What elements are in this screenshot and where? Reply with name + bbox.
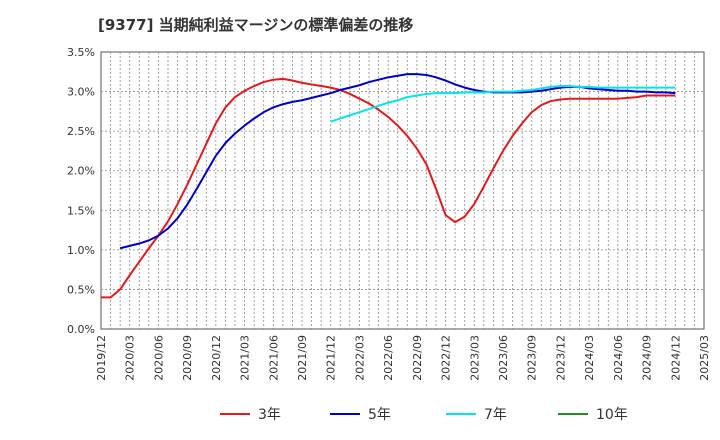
- x-tick-label: 2024/09: [641, 335, 654, 381]
- x-tick-label: 2021/03: [239, 335, 252, 381]
- y-tick-label: 2.5%: [67, 125, 95, 138]
- legend-item: 3年: [220, 407, 281, 423]
- x-tick-label: 2022/06: [382, 335, 395, 381]
- legend-label: 3年: [258, 407, 281, 423]
- x-tick-label: 2023/06: [497, 335, 510, 381]
- chart-title: [9377] 当期純利益マージンの標準偏差の推移: [98, 16, 414, 34]
- x-tick-label: 2024/03: [583, 335, 596, 381]
- x-tick-label: 2022/03: [353, 335, 366, 381]
- x-tick-label: 2020/09: [181, 335, 194, 381]
- y-tick-label: 1.0%: [67, 244, 95, 257]
- legend-label: 10年: [596, 407, 628, 423]
- x-tick-label: 2021/09: [296, 335, 309, 381]
- x-tick-label: 2025/03: [698, 335, 711, 381]
- x-tick-label: 2022/09: [411, 335, 424, 381]
- series-line-3年: [101, 77, 676, 299]
- x-tick-label: 2023/09: [526, 335, 539, 381]
- y-tick-label: 2.0%: [67, 165, 95, 178]
- axes: 0.0% 0.5% 1.0% 1.5% 2.0% 2.5% 3.0% 3.5% 2019/12 2…: [67, 46, 711, 381]
- x-tick-label: 2021/12: [325, 335, 338, 381]
- legend-item: 5年: [330, 407, 391, 423]
- series-lines: [101, 73, 676, 299]
- x-tick-label: 2022/12: [440, 335, 453, 381]
- plot-area: [100, 51, 705, 330]
- x-tick-label: 2019/12: [95, 335, 108, 381]
- x-tick-label: 2023/12: [554, 335, 567, 381]
- x-tick-label: 2020/12: [210, 335, 223, 381]
- x-tick-label: 2020/03: [124, 335, 137, 381]
- series-line-7年: [330, 85, 676, 123]
- y-tick-label: 0.0%: [67, 323, 95, 336]
- y-tick-label: 1.5%: [67, 204, 95, 217]
- x-tick-label: 2024/12: [669, 335, 682, 381]
- legend: 3年 5年 7年 10年: [220, 407, 628, 423]
- x-tick-label: 2021/06: [267, 335, 280, 381]
- y-tick-label: 0.5%: [67, 283, 95, 296]
- legend-label: 5年: [368, 407, 391, 423]
- x-tick-label: 2020/06: [152, 335, 165, 381]
- legend-item: 10年: [558, 407, 628, 423]
- y-tick-label: 3.0%: [67, 86, 95, 99]
- legend-item: 7年: [446, 407, 507, 423]
- x-tick-label: 2024/06: [612, 335, 625, 381]
- grid: [100, 51, 705, 330]
- x-tick-label: 2023/03: [468, 335, 481, 381]
- y-tick-label: 3.5%: [67, 46, 95, 59]
- legend-label: 7年: [484, 407, 507, 423]
